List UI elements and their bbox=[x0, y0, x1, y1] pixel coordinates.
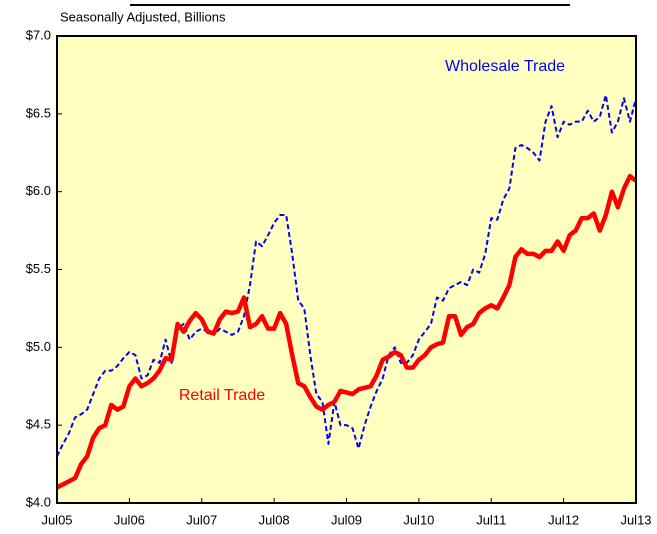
line-1 bbox=[55, 173, 638, 490]
x-tick-label: Jul11 bbox=[476, 512, 506, 527]
x-tick-label: Jul09 bbox=[331, 512, 362, 527]
x-tick-label: Jul12 bbox=[548, 512, 579, 527]
x-tick-label: Jul10 bbox=[403, 512, 434, 527]
x-tick-label: Jul08 bbox=[259, 512, 290, 527]
y-tick-label: $6.0 bbox=[26, 183, 51, 198]
x-tick-label: Jul07 bbox=[186, 512, 217, 527]
y-tick-label: $7.0 bbox=[26, 27, 51, 42]
x-tick-label: Jul13 bbox=[620, 512, 651, 527]
y-tick-label: $5.0 bbox=[26, 339, 51, 354]
y-tick-label: $4.0 bbox=[26, 494, 51, 509]
series-label: Wholesale Trade bbox=[445, 58, 565, 75]
chart-subtitle: Seasonally Adjusted, Billions bbox=[60, 9, 226, 24]
plot-border bbox=[56, 35, 637, 504]
plot-area bbox=[57, 36, 636, 503]
y-tick-label: $6.5 bbox=[26, 105, 51, 120]
x-tick-label: Jul06 bbox=[114, 512, 145, 527]
y-tick-label: $5.5 bbox=[26, 261, 51, 276]
x-tick-label: Jul05 bbox=[41, 512, 72, 527]
y-tick-label: $4.5 bbox=[26, 417, 51, 432]
line-0 bbox=[56, 94, 637, 457]
series-label: Retail Trade bbox=[179, 387, 265, 404]
